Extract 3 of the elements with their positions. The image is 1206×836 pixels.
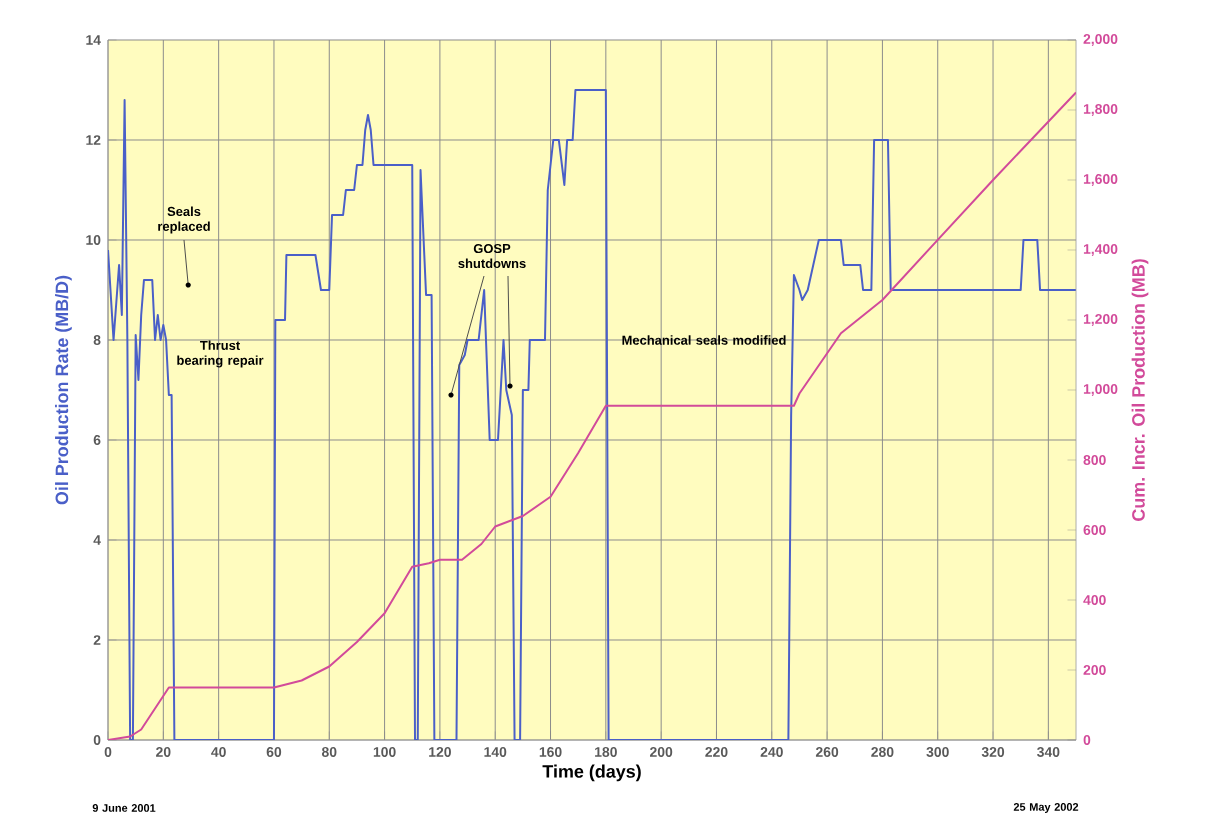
y2-axis-title: Cum. Incr. Oil Production (MB) xyxy=(1131,259,1149,521)
y-axis-title: Oil Production Rate (MB/D) xyxy=(55,275,72,505)
x-axis-title: Time (days) xyxy=(542,764,641,782)
